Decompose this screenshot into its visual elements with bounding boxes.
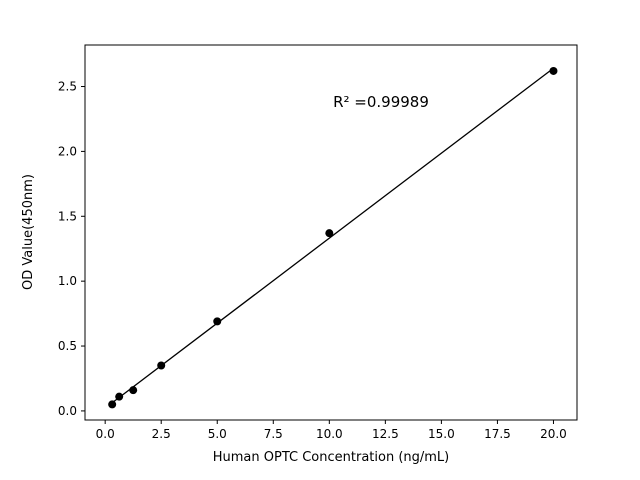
x-tick-label: 7.5 xyxy=(264,427,283,441)
y-tick-label: 1.5 xyxy=(58,209,77,223)
x-tick-label: 10.0 xyxy=(316,427,343,441)
data-point xyxy=(549,66,558,75)
x-tick-label: 0.0 xyxy=(96,427,115,441)
data-point xyxy=(115,392,124,401)
plot-area xyxy=(84,44,578,421)
x-ticks-group: 0.0 2.5 5.0 7.5 10.0 12.5 15.0 17.5 20.0 xyxy=(96,420,567,441)
x-axis-label: Human OPTC Concentration (ng/mL) xyxy=(213,450,450,465)
x-tick-label: 5.0 xyxy=(208,427,227,441)
y-tick-label: 2.5 xyxy=(58,80,77,94)
y-tick-label: 2.0 xyxy=(58,144,77,158)
data-point xyxy=(213,317,222,326)
data-point xyxy=(325,229,334,238)
y-tick-label: 0.0 xyxy=(58,404,77,418)
fit-line xyxy=(111,67,554,404)
data-point xyxy=(129,386,138,395)
x-tick-label: 15.0 xyxy=(428,427,455,441)
data-point xyxy=(157,361,166,370)
r-squared-annotation: R² =0.99989 xyxy=(333,93,429,111)
y-tick-label: 1.0 xyxy=(58,274,77,288)
x-tick-label: 12.5 xyxy=(372,427,399,441)
y-ticks-group: 0.0 0.5 1.0 1.5 2.0 2.5 xyxy=(58,80,85,418)
y-axis-label: OD Value(450nm) xyxy=(21,174,36,290)
data-point xyxy=(108,400,117,409)
x-tick-label: 2.5 xyxy=(152,427,171,441)
y-tick-label: 0.5 xyxy=(58,339,77,353)
x-tick-label: 20.0 xyxy=(540,427,567,441)
x-tick-label: 17.5 xyxy=(484,427,511,441)
series-group xyxy=(108,66,558,409)
